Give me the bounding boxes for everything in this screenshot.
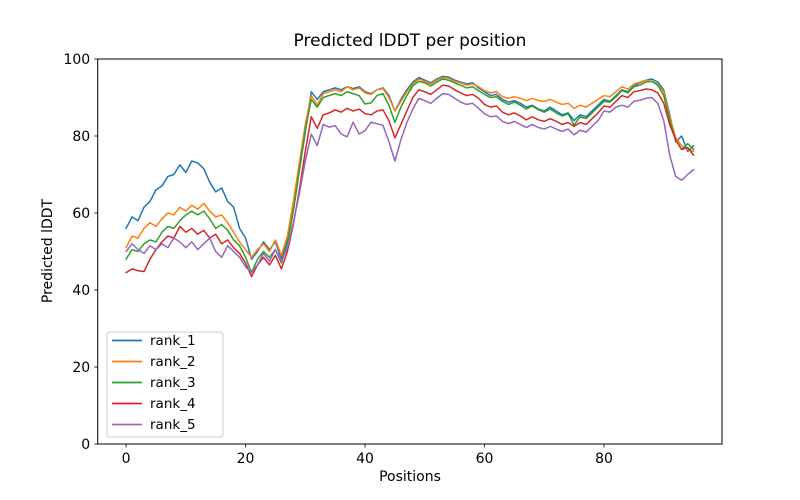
legend-label-rank_2: rank_2: [150, 354, 196, 370]
x-tick-label: 40: [356, 451, 374, 467]
chart-title: Predicted lDDT per position: [293, 31, 527, 51]
plot-spines: [97, 58, 723, 445]
series-line-rank_5: [125, 92, 695, 274]
legend-label-rank_4: rank_4: [150, 396, 196, 412]
legend-label-rank_5: rank_5: [150, 417, 196, 433]
x-tick-label: 20: [237, 451, 255, 467]
series-line-rank_3: [125, 78, 695, 274]
legend-box: [106, 331, 224, 438]
series-line-rank_4: [125, 84, 695, 278]
series-line-rank_1: [125, 75, 695, 260]
x-axis-label: Positions: [379, 469, 441, 485]
y-tick-label: 40: [72, 283, 90, 299]
series-line-rank_2: [125, 76, 695, 259]
y-tick-label: 80: [72, 129, 90, 145]
y-tick-label: 60: [72, 206, 90, 222]
y-tick-label: 100: [63, 52, 90, 68]
legend-label-rank_3: rank_3: [150, 375, 196, 391]
y-tick-label: 20: [72, 360, 90, 376]
legend-label-rank_1: rank_1: [150, 333, 196, 349]
x-tick-label: 80: [595, 451, 613, 467]
x-tick-label: 60: [476, 451, 494, 467]
y-tick-label: 0: [81, 437, 90, 453]
x-tick-label: 0: [122, 451, 131, 467]
y-axis-label: Predicted lDDT: [40, 198, 56, 304]
